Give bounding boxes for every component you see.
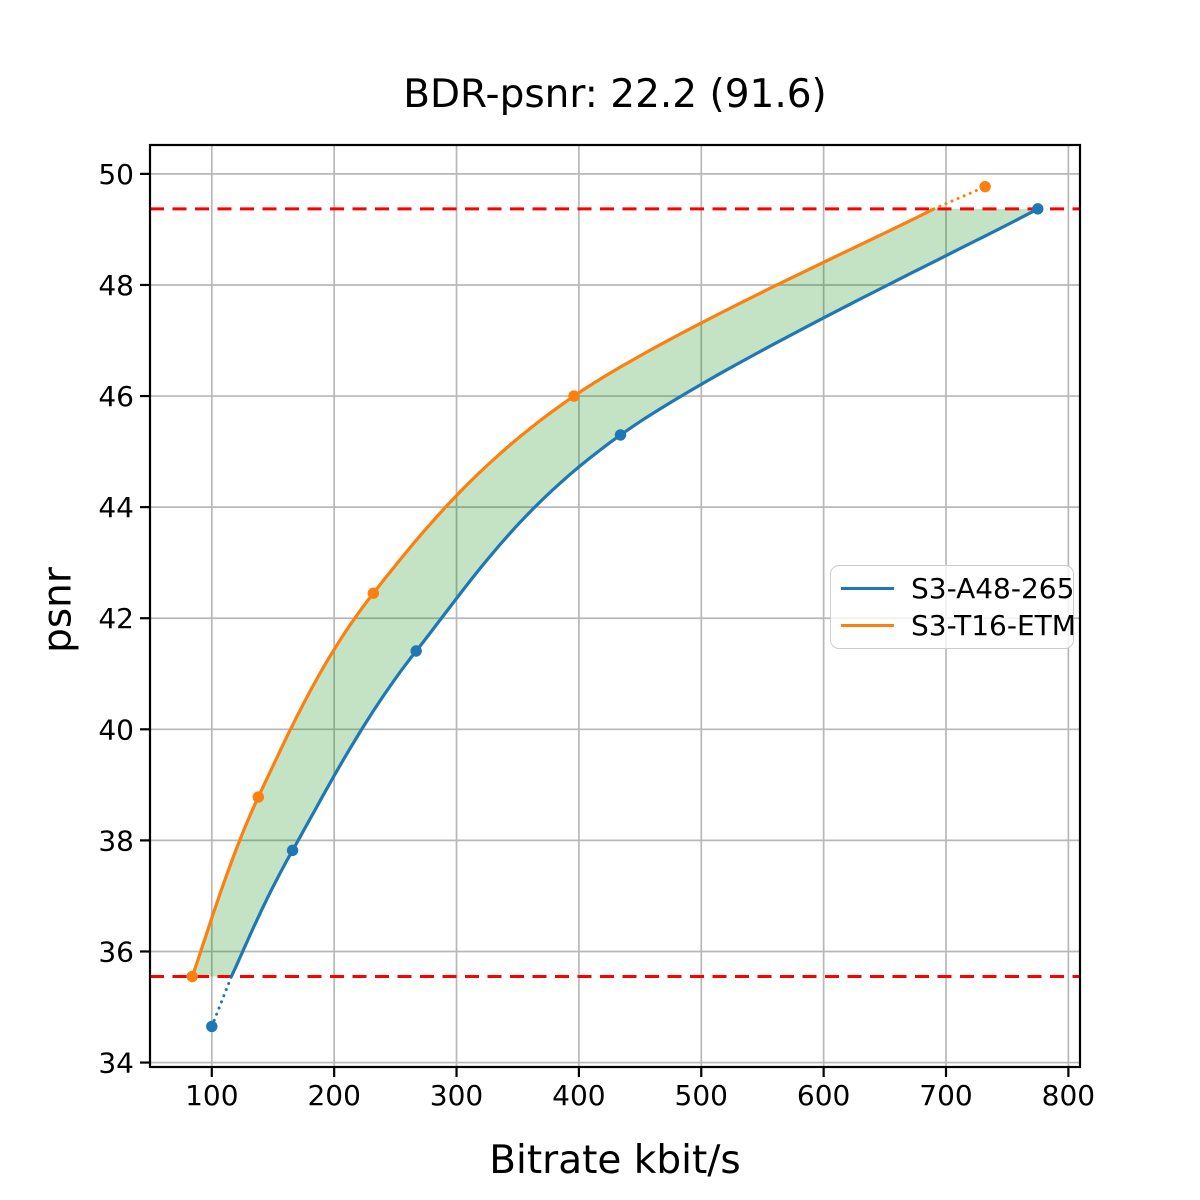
data-point-S3-A48-265 — [614, 429, 627, 441]
x-tick-label: 800 — [1042, 1079, 1095, 1112]
y-tick-label: 38 — [98, 824, 134, 857]
series-dotted-S3-A48-265 — [210, 975, 233, 1028]
data-point-S3-A48-265 — [206, 1020, 218, 1033]
axes-spines — [148, 143, 1082, 1069]
y-tick-label: 46 — [98, 380, 134, 413]
series-line-S3-T16-ETM — [190, 207, 935, 978]
y-tick-labels: 34 36 38 40 42 44 46 48 50 — [98, 158, 134, 1080]
legend: S3-A48-265 S3-T16-ETM — [830, 565, 1076, 649]
data-point-S3-T16-ETM — [252, 791, 264, 803]
threshold-lines — [150, 207, 1080, 978]
chart-title: BDR-psnr: 22.2 (91.6) — [403, 72, 827, 117]
series-S3-T16-ETM — [186, 180, 991, 983]
y-tick-label: 40 — [98, 713, 134, 746]
series-dotted-S3-T16-ETM — [932, 185, 987, 211]
data-point-S3-A48-265 — [286, 844, 299, 857]
data-point-S3-A48-265 — [1032, 203, 1044, 215]
x-tick-label: 400 — [552, 1079, 605, 1112]
legend-item-0: S3-A48-265 — [831, 571, 1075, 605]
legend-item-1: S3-T16-ETM — [831, 608, 1076, 642]
x-tick-label: 200 — [307, 1079, 360, 1112]
y-tick-label: 48 — [98, 269, 134, 302]
x-tick-label: 700 — [919, 1079, 972, 1112]
data-point-S3-T16-ETM — [367, 587, 380, 599]
legend-label-0: S3-A48-265 — [911, 571, 1075, 605]
data-point-S3-T16-ETM — [979, 180, 991, 193]
legend-label-1: S3-T16-ETM — [911, 608, 1076, 642]
y-tick-label: 44 — [98, 491, 134, 524]
y-tick-label: 34 — [98, 1047, 134, 1080]
x-tick-labels: 100 200 300 400 500 600 700 800 — [185, 1079, 1095, 1112]
data-point-S3-A48-265 — [410, 645, 422, 657]
x-tick-label: 100 — [185, 1079, 238, 1112]
tick-marks — [140, 172, 1070, 1077]
y-tick-label: 50 — [98, 158, 134, 191]
x-tick-label: 600 — [797, 1079, 850, 1112]
data-point-S3-T16-ETM — [568, 390, 580, 402]
y-tick-label: 42 — [98, 602, 134, 635]
x-axis-label: Bitrate kbit/s — [489, 1138, 741, 1183]
x-tick-label: 300 — [430, 1079, 483, 1112]
y-axis-label: psnr — [35, 567, 81, 653]
legend-line-sample-blue — [841, 586, 894, 591]
y-tick-label: 36 — [98, 935, 134, 968]
series-S3-A48-265 — [206, 203, 1044, 1033]
data-point-S3-T16-ETM — [186, 970, 198, 983]
legend-line-sample-orange — [841, 623, 894, 628]
x-tick-label: 500 — [675, 1079, 728, 1112]
